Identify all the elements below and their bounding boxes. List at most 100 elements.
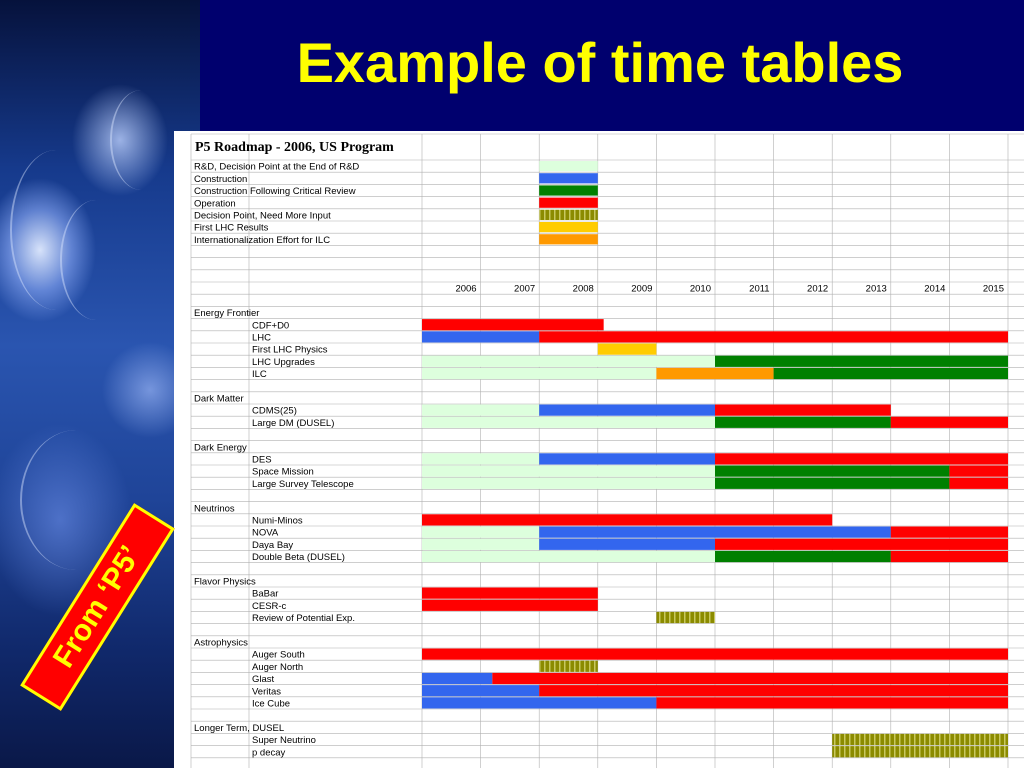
table-grid-lines [190,133,1024,768]
project-label: Auger North [252,662,303,673]
legend-title: P5 Roadmap - 2006, US Program [195,140,394,155]
timeline-bar-rd [422,367,657,380]
legend-label: Decision Point, Need More Input [194,211,331,222]
timeline-bar-critical_review [773,367,1008,380]
section-label: Flavor Physics [194,577,256,588]
timeline-bar-rd [422,453,540,465]
legend-swatch [539,197,598,208]
project-label: DES [252,455,272,466]
legend-label: Construction Following Critical Review [194,186,356,197]
project-label: CDMS(25) [252,406,297,417]
timeline-bar-operation [539,331,1008,343]
timeline-bar-operation [422,319,604,331]
legend-swatch [539,185,598,196]
timeline-bar-rd [422,526,540,538]
project-label: Double Beta (DUSEL) [252,552,345,563]
timeline-bar-construction [422,331,540,343]
timeline-bar-construction [422,672,493,685]
timeline-bar-rd [422,355,715,367]
timeline-bar-rd [422,550,715,563]
timeline-bar-operation [539,685,1008,697]
timeline-bar-lhc_results [597,343,657,355]
project-label: Large DM (DUSEL) [252,418,334,429]
timeline-bar-operation [890,550,1008,563]
sun-background-image [0,0,200,768]
year-tick-label: 2006 [455,284,476,295]
timeline-bar-construction [539,453,715,465]
slide-title: Example of time tables [296,31,904,94]
section-label: Dark Energy [194,442,247,453]
timeline-bar-decision [832,746,1008,758]
year-tick-label: 2010 [690,284,711,295]
legend-swatch [539,222,598,233]
year-tick-label: 2009 [631,284,652,295]
timeline-bar-operation [656,697,1008,709]
year-tick-label: 2007 [514,284,535,295]
timeline-bar-operation [715,453,1008,465]
timeline-bar-decision [656,611,715,624]
project-label: ILC [252,369,267,380]
timeline-bar-construction [422,697,657,709]
timeline-bar-operation [422,648,1008,660]
roadmap-table: P5 Roadmap - 2006, US Program R&D, Decisi… [174,131,1024,768]
legend-swatch [539,209,598,220]
timeline-bar-construction [539,404,715,416]
project-label: LHC [252,333,271,344]
project-label: CESR-c [252,601,287,612]
project-label: Glast [252,674,275,685]
timeline-bar-critical_review [715,355,1008,367]
year-tick-label: 2014 [924,284,945,295]
project-label: Space Mission [252,467,314,478]
legend-label: R&D, Decision Point at the End of R&D [194,162,359,173]
legend-swatch [539,161,598,172]
timeline-bar-critical_review [715,477,950,489]
timeline-bar-operation [890,526,1008,538]
section-label: Astrophysics [194,638,248,649]
legend-label: Internationalization Effort for ILC [194,235,330,246]
project-label: Veritas [252,686,281,697]
project-label: Auger South [252,650,305,661]
project-label: Numi-Minos [252,516,303,527]
project-label: p decay [252,747,286,758]
project-label: CDF+D0 [252,320,289,331]
timeline-bar-construction [539,526,891,538]
section-label: Energy Frontier [194,308,259,319]
timeline-bar-operation [949,477,1008,489]
timeline-bar-decision [832,733,1008,746]
year-tick-label: 2012 [807,284,828,295]
roadmap-gantt-chart: P5 Roadmap - 2006, US Program R&D, Decisi… [190,133,1024,768]
project-label: Ice Cube [252,699,290,710]
legend-label: Construction [194,174,247,185]
project-label: First LHC Physics [252,345,328,356]
legend-swatch [539,234,598,245]
year-tick-label: 2013 [866,284,887,295]
legend-swatch [539,173,598,184]
timeline-bar-decision [539,660,598,672]
timeline-bar-construction [422,685,540,697]
project-label: LHC Upgrades [252,357,315,368]
project-label: Review of Potential Exp. [252,613,355,624]
legend-label: First LHC Results [194,223,269,234]
legend-label: Operation [194,198,236,209]
timeline-bar-operation [890,416,1008,428]
timeline-bar-operation [422,599,598,611]
timeline-bar-critical_review [715,465,950,477]
project-label: Large Survey Telescope [252,479,354,490]
section-label: Neutrinos [194,503,235,514]
timeline-bar-operation [422,514,833,526]
timeline-bar-construction [539,538,715,550]
timeline-bar-operation [715,404,891,416]
timeline-bar-operation [492,672,1008,685]
year-tick-label: 2008 [573,284,594,295]
project-label: Daya Bay [252,540,293,551]
section-label: Dark Matter [194,394,244,405]
timeline-bar-rd [422,465,715,477]
timeline-bar-ilc_intl [656,367,774,380]
year-tick-label: 2015 [983,284,1004,295]
timeline-bar-operation [715,538,1008,550]
project-label: BaBar [252,589,278,600]
section-label: Longer Term, DUSEL [194,723,284,734]
timeline-bar-rd [422,416,715,428]
timeline-bar-rd [422,404,540,416]
timeline-bar-operation [422,587,598,599]
